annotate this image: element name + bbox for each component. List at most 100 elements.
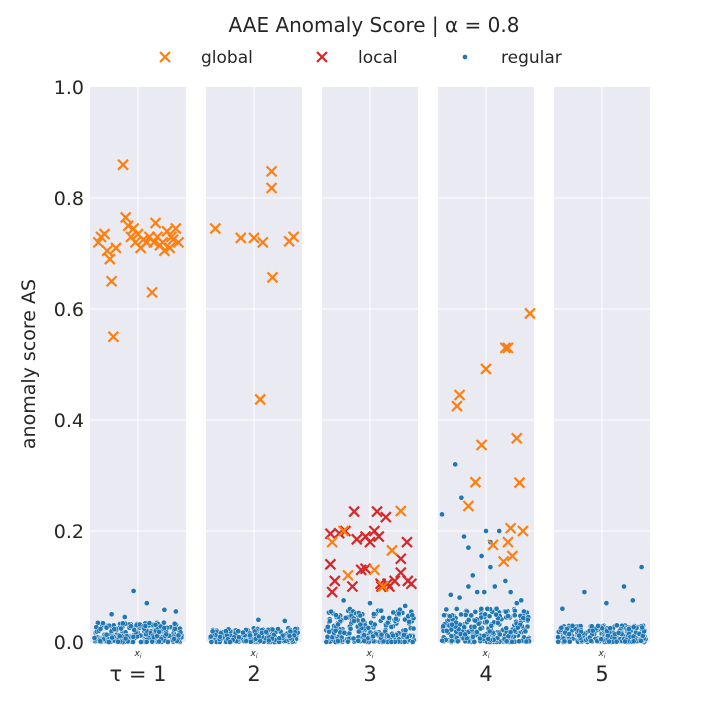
regular-point bbox=[208, 639, 215, 645]
global-point bbox=[248, 232, 260, 244]
regular-point bbox=[493, 611, 499, 618]
regular-point bbox=[175, 632, 182, 639]
regular-point bbox=[621, 583, 627, 590]
y-tick-label: 0.2 bbox=[54, 521, 84, 543]
global-point bbox=[209, 222, 222, 235]
panel-3: xi 3 bbox=[322, 87, 418, 686]
regular-point bbox=[447, 591, 454, 598]
regular-point bbox=[130, 639, 136, 645]
global-point bbox=[105, 275, 118, 288]
regular-point bbox=[402, 627, 409, 634]
regular-point bbox=[390, 632, 396, 639]
legend-label-regular: regular bbox=[501, 48, 562, 68]
regular-point bbox=[342, 615, 349, 621]
regular-point bbox=[357, 621, 364, 628]
regular-point bbox=[607, 625, 613, 632]
regular-point bbox=[108, 611, 115, 618]
regular-point bbox=[142, 623, 149, 629]
regular-point bbox=[488, 622, 495, 629]
regular-point bbox=[468, 612, 475, 619]
regular-point bbox=[97, 626, 104, 632]
regular-point bbox=[328, 608, 334, 615]
regular-point bbox=[355, 638, 362, 644]
global-point bbox=[337, 525, 350, 537]
regular-point bbox=[496, 631, 503, 638]
regular-point bbox=[484, 605, 491, 612]
facet-xi-label: xi bbox=[134, 649, 142, 660]
regular-point bbox=[247, 638, 254, 645]
regular-point bbox=[555, 638, 562, 645]
regular-point bbox=[614, 622, 620, 629]
regular-point bbox=[465, 617, 472, 623]
regular-point bbox=[235, 628, 242, 635]
regular-point bbox=[103, 624, 110, 631]
regular-point bbox=[452, 461, 459, 468]
global-point bbox=[149, 217, 162, 229]
regular-point bbox=[91, 635, 98, 641]
global-point bbox=[487, 539, 499, 551]
global-point bbox=[265, 165, 278, 178]
global-point bbox=[235, 232, 247, 244]
global-point bbox=[326, 536, 338, 548]
regular-point bbox=[606, 638, 612, 645]
regular-point bbox=[341, 630, 348, 636]
global-point bbox=[504, 522, 517, 535]
global-point bbox=[165, 231, 178, 243]
regular-point bbox=[481, 632, 487, 639]
regular-point bbox=[559, 605, 566, 612]
global-point bbox=[377, 580, 389, 593]
regular-point bbox=[156, 638, 163, 645]
global-point bbox=[163, 242, 176, 254]
regular-point bbox=[485, 636, 492, 642]
global-point bbox=[146, 286, 158, 299]
regular-point bbox=[589, 627, 596, 634]
regular-point bbox=[516, 638, 522, 645]
y-tick-label: 0.0 bbox=[54, 632, 84, 654]
regular-point bbox=[326, 628, 332, 635]
regular-point bbox=[281, 618, 288, 624]
regular-point bbox=[355, 628, 362, 635]
global-point bbox=[453, 389, 466, 401]
regular-point bbox=[171, 620, 178, 627]
regular-point bbox=[439, 511, 445, 518]
regular-point bbox=[410, 625, 417, 632]
regular-point bbox=[471, 623, 478, 630]
regular-point bbox=[109, 634, 115, 641]
local-point bbox=[339, 525, 352, 537]
regular-point bbox=[639, 624, 646, 631]
regular-point bbox=[378, 631, 385, 638]
regular-point bbox=[470, 633, 476, 640]
regular-point bbox=[481, 589, 488, 595]
legend-marker-global bbox=[159, 51, 171, 63]
regular-point bbox=[465, 544, 472, 551]
regular-point bbox=[514, 624, 521, 631]
regular-point bbox=[143, 600, 150, 607]
global-point bbox=[475, 439, 488, 451]
regular-point bbox=[115, 638, 122, 645]
global-point bbox=[502, 536, 514, 548]
regular-point bbox=[443, 627, 450, 634]
regular-point bbox=[483, 618, 490, 625]
regular-point bbox=[561, 638, 568, 645]
regular-point bbox=[209, 628, 216, 635]
local-point bbox=[324, 558, 337, 571]
global-point bbox=[98, 228, 111, 240]
regular-point bbox=[345, 638, 351, 645]
global-point bbox=[257, 236, 269, 249]
regular-point bbox=[507, 589, 514, 595]
global-point bbox=[506, 550, 519, 562]
regular-point bbox=[465, 583, 472, 590]
regular-point bbox=[638, 637, 644, 644]
regular-point bbox=[471, 638, 478, 645]
regular-point bbox=[360, 617, 366, 624]
tau-label: 3 bbox=[363, 662, 376, 686]
local-point bbox=[371, 505, 383, 518]
regular-point bbox=[491, 583, 498, 590]
regular-point bbox=[449, 621, 455, 628]
global-point bbox=[386, 544, 398, 557]
regular-point bbox=[172, 626, 178, 632]
regular-point bbox=[393, 616, 399, 622]
regular-point bbox=[558, 624, 565, 631]
regular-point bbox=[131, 627, 138, 633]
global-point bbox=[368, 564, 381, 576]
